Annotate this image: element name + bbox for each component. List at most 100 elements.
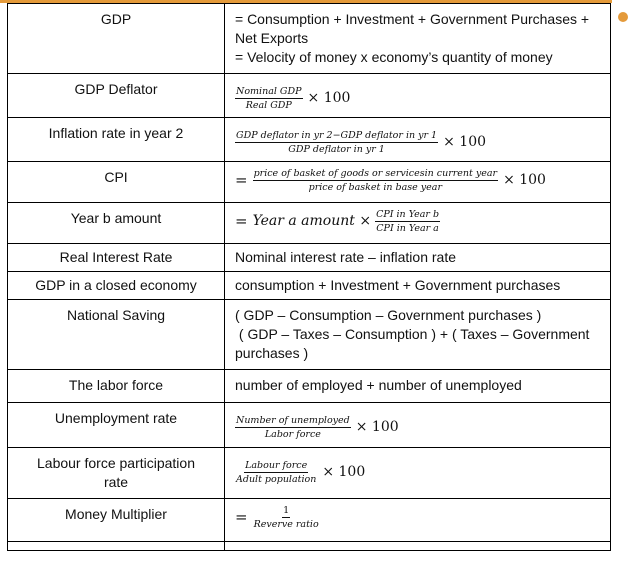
term-cell: GDP in a closed economy bbox=[7, 271, 225, 300]
table-row: GDP Deflator Nominal GDP Real GDP × 100 bbox=[7, 73, 611, 118]
definition-cell: = Consumption + Investment + Government … bbox=[224, 3, 611, 74]
fraction-denominator: Reverve ratio bbox=[253, 519, 319, 530]
formula-lhs: Year a amount × bbox=[252, 213, 372, 229]
fraction: price of basket of goods or servicesin c… bbox=[252, 168, 499, 193]
formula: GDP deflator in yr 2−GDP deflator in yr … bbox=[235, 130, 486, 155]
term-label: The labor force bbox=[68, 377, 164, 393]
fraction: CPI in Year b CPI in Year a bbox=[375, 209, 441, 234]
term-label: Year b amount bbox=[70, 210, 162, 226]
table-row: Inflation rate in year 2 GDP deflator in… bbox=[7, 117, 611, 162]
term-cell: GDP Deflator bbox=[7, 73, 225, 118]
table-row: Labour force participation rate Labour f… bbox=[7, 447, 611, 499]
top-accent-band bbox=[0, 0, 612, 3]
definition-cell: consumption + Investment + Government pu… bbox=[224, 271, 611, 300]
fraction-denominator: CPI in Year a bbox=[376, 223, 439, 234]
equals-sign: = bbox=[235, 171, 248, 189]
definition-cell: Nominal interest rate – inflation rate bbox=[224, 243, 611, 272]
fraction-denominator: price of basket in base year bbox=[308, 182, 442, 193]
multiplier: × 100 bbox=[355, 419, 399, 435]
multiplier: × 100 bbox=[443, 134, 487, 150]
formula: Labour force Adult population × 100 bbox=[235, 460, 365, 485]
definition-cell: Number of unemployed Labor force × 100 bbox=[224, 402, 611, 448]
equals-sign: = bbox=[235, 212, 248, 230]
term-cell: CPI bbox=[7, 161, 225, 203]
term-label: GDP bbox=[100, 11, 132, 27]
term-label: Real Interest Rate bbox=[59, 249, 173, 265]
definition-cell: Labour force Adult population × 100 bbox=[224, 447, 611, 499]
formula: = Year a amount × CPI in Year b CPI in Y… bbox=[235, 209, 441, 234]
fraction-denominator: GDP deflator in yr 1 bbox=[288, 144, 385, 155]
table-row: GDP = Consumption + Investment + Governm… bbox=[7, 3, 611, 74]
definition-line: Net Exports bbox=[235, 30, 309, 46]
definition-cell: = Year a amount × CPI in Year b CPI in Y… bbox=[224, 202, 611, 244]
term-label: CPI bbox=[104, 169, 128, 185]
table-row: Unemployment rate Number of unemployed L… bbox=[7, 402, 611, 448]
fraction-numerator: CPI in Year b bbox=[375, 209, 441, 222]
definition-cell: GDP deflator in yr 2−GDP deflator in yr … bbox=[224, 117, 611, 162]
definition-cell: Nominal GDP Real GDP × 100 bbox=[224, 73, 611, 118]
table-row bbox=[7, 541, 611, 551]
term-cell: Inflation rate in year 2 bbox=[7, 117, 225, 162]
term-cell: Unemployment rate bbox=[7, 402, 225, 448]
term-label: Money Multiplier bbox=[65, 506, 167, 522]
term-label: National Saving bbox=[66, 307, 166, 323]
fraction-numerator: price of basket of goods or servicesin c… bbox=[252, 168, 499, 181]
term-cell: Labour force participation rate bbox=[7, 447, 225, 499]
definition-cell: number of employed + number of unemploye… bbox=[224, 369, 611, 403]
fraction-denominator: Labor force bbox=[264, 429, 321, 440]
fraction-numerator: 1 bbox=[282, 505, 291, 518]
table-row: Money Multiplier = 1 Reverve ratio bbox=[7, 498, 611, 542]
term-cell: The labor force bbox=[7, 369, 225, 403]
definition-line: ( GDP – Consumption – Government purchas… bbox=[235, 307, 542, 323]
term-cell: Year b amount bbox=[7, 202, 225, 244]
fraction: Nominal GDP Real GDP bbox=[235, 86, 303, 111]
fraction: GDP deflator in yr 2−GDP deflator in yr … bbox=[235, 130, 439, 155]
term-cell: Money Multiplier bbox=[7, 498, 225, 542]
fraction-numerator: Labour force bbox=[244, 460, 309, 473]
definition-text: Nominal interest rate – inflation rate bbox=[235, 249, 456, 265]
definition-text: number of employed + number of unemploye… bbox=[235, 377, 522, 393]
term-cell: National Saving bbox=[7, 299, 225, 370]
formula-table: GDP = Consumption + Investment + Governm… bbox=[7, 3, 611, 551]
formula: = price of basket of goods or servicesin… bbox=[235, 168, 546, 193]
definition-line: = Consumption + Investment + Government … bbox=[235, 11, 590, 27]
multiplier: × 100 bbox=[307, 90, 351, 106]
table-row: Real Interest Rate Nominal interest rate… bbox=[7, 243, 611, 272]
definition-line: purchases ) bbox=[235, 345, 309, 361]
fraction: Number of unemployed Labor force bbox=[235, 415, 351, 440]
term-cell bbox=[7, 541, 225, 551]
table-row: GDP in a closed economy consumption + In… bbox=[7, 271, 611, 300]
table-row: Year b amount = Year a amount × CPI in Y… bbox=[7, 202, 611, 244]
definition-cell: = 1 Reverve ratio bbox=[224, 498, 611, 542]
formula: = 1 Reverve ratio bbox=[235, 505, 320, 530]
fraction: Labour force Adult population bbox=[235, 460, 317, 485]
definition-cell: ( GDP – Consumption – Government purchas… bbox=[224, 299, 611, 370]
table-row: CPI = price of basket of goods or servic… bbox=[7, 161, 611, 203]
term-label: Labour force participation bbox=[37, 455, 195, 471]
term-label: GDP in a closed economy bbox=[35, 277, 197, 293]
term-cell: Real Interest Rate bbox=[7, 243, 225, 272]
multiplier: × 100 bbox=[322, 464, 366, 480]
definition-line: ( GDP – Taxes – Consumption ) + ( Taxes … bbox=[235, 326, 590, 342]
table-row: The labor force number of employed + num… bbox=[7, 369, 611, 403]
definition-line: = Velocity of money x economy’s quantity… bbox=[235, 49, 553, 65]
table-row: National Saving ( GDP – Consumption – Go… bbox=[7, 299, 611, 370]
fraction-denominator: Adult population bbox=[236, 474, 317, 485]
fraction-denominator: Real GDP bbox=[245, 100, 292, 111]
definition-cell bbox=[224, 541, 611, 551]
definition-cell: = price of basket of goods or servicesin… bbox=[224, 161, 611, 203]
fraction: 1 Reverve ratio bbox=[253, 505, 320, 530]
multiplier: × 100 bbox=[503, 172, 546, 188]
formula: Nominal GDP Real GDP × 100 bbox=[235, 86, 350, 111]
accent-dot bbox=[618, 12, 628, 22]
equals-sign: = bbox=[235, 508, 248, 526]
term-label: Unemployment rate bbox=[54, 410, 178, 426]
term-cell: GDP bbox=[7, 3, 225, 74]
formula: Number of unemployed Labor force × 100 bbox=[235, 415, 399, 440]
term-label: Inflation rate in year 2 bbox=[48, 125, 184, 141]
fraction-numerator: Nominal GDP bbox=[235, 86, 303, 99]
fraction-numerator: Number of unemployed bbox=[235, 415, 351, 428]
fraction-numerator: GDP deflator in yr 2−GDP deflator in yr … bbox=[235, 130, 439, 143]
definition-text: consumption + Investment + Government pu… bbox=[235, 277, 561, 293]
term-label: GDP Deflator bbox=[74, 81, 158, 97]
